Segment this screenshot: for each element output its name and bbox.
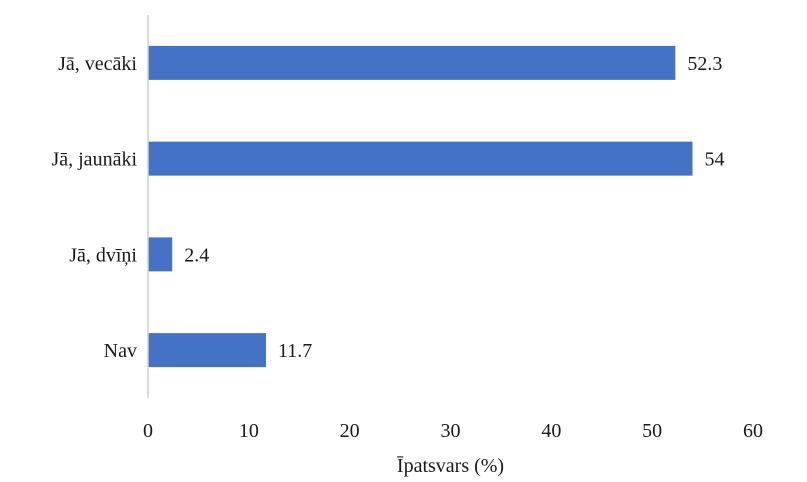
category-label: Jā, vecāki [58,53,137,75]
category-label: Jā, jaunāki [51,149,137,171]
data-label: 11.7 [278,340,312,362]
data-label: 52.3 [687,53,722,75]
data-label: 2.4 [184,244,209,266]
x-tick-label: 30 [441,420,461,442]
bar [148,45,676,80]
category-label: Jā, dvīņi [69,244,137,266]
category-labels: Jā, vecāki Jā, jaunāki Jā, dvīņi Nav [51,53,137,362]
x-tick-label: 20 [340,420,360,442]
x-tick-label: 10 [239,420,259,442]
bars-group [148,45,693,368]
data-labels: 52.3 54 2.4 11.7 [184,53,724,362]
x-tick-labels: 0 10 20 30 40 50 60 [143,420,763,442]
bar [148,237,173,272]
data-label: 54 [705,149,725,171]
x-tick-label: 40 [541,420,561,442]
category-label: Nav [104,340,137,362]
x-tick-label: 50 [642,420,662,442]
bar [148,333,266,368]
bar [148,141,693,176]
x-tick-label: 0 [143,420,153,442]
x-tick-label: 60 [743,420,763,442]
x-axis-title: Īpatsvars (%) [397,455,504,477]
